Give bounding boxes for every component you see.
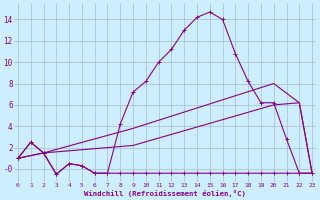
X-axis label: Windchill (Refroidissement éolien,°C): Windchill (Refroidissement éolien,°C) bbox=[84, 190, 246, 197]
